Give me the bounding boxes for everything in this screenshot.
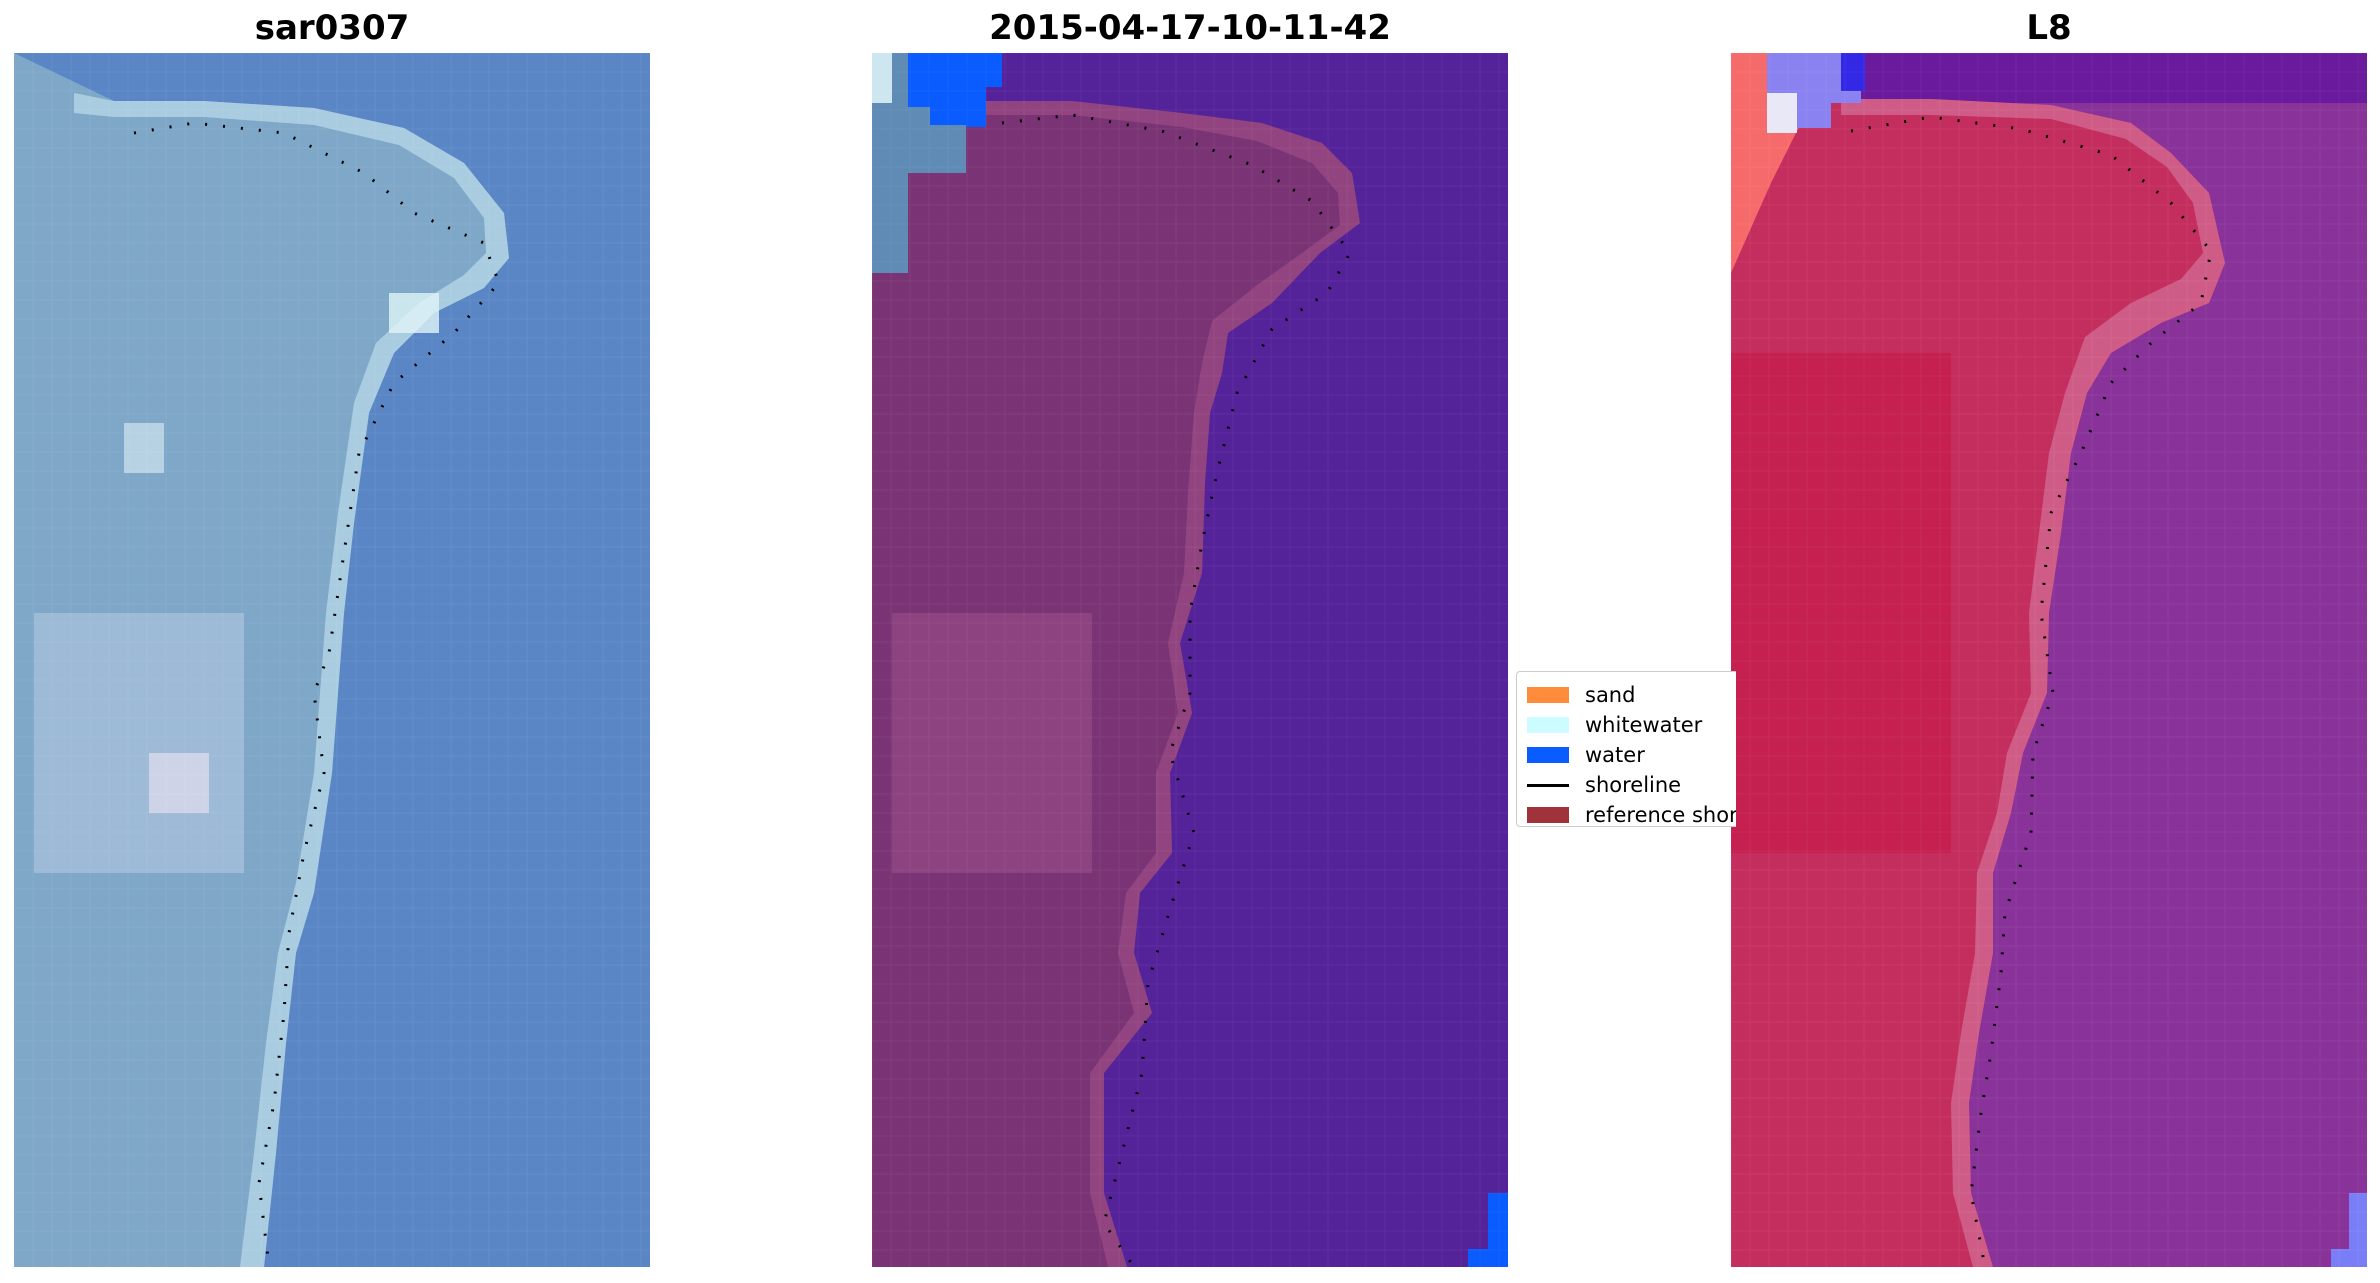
legend-label-sand: sand — [1585, 683, 1636, 707]
legend-label-water: water — [1585, 743, 1645, 767]
legend-item-water: water — [1517, 740, 1736, 770]
whitewater-swatch — [1527, 717, 1569, 733]
sand-swatch — [1527, 687, 1569, 703]
classified-image — [872, 53, 1508, 1267]
water-swatch — [1527, 747, 1569, 763]
rgb-image-panel — [14, 53, 650, 1267]
classified-image-panel — [872, 53, 1508, 1267]
falsecolor-image-panel — [1731, 53, 2367, 1267]
panel-title-falsecolor: L8 — [2026, 8, 2072, 48]
legend: sand whitewater water shoreline referenc… — [1516, 671, 1736, 827]
reference-shoreline-swatch — [1527, 807, 1569, 823]
panel-title-rgb: sar0307 — [254, 8, 410, 48]
legend-label-shoreline: shoreline — [1585, 773, 1682, 797]
legend-item-whitewater: whitewater — [1517, 710, 1736, 740]
shoreline-3 — [1850, 115, 2213, 1267]
legend-label-whitewater: whitewater — [1585, 713, 1703, 737]
legend-item-sand: sand — [1517, 680, 1736, 710]
legend-label-reference-shoreline: reference shoreline — [1585, 803, 1736, 827]
falsecolor-image — [1731, 53, 2367, 1267]
panel-title-classified: 2015-04-17-10-11-42 — [989, 8, 1391, 48]
line-icon — [1527, 783, 1569, 787]
rgb-image — [14, 53, 650, 1267]
legend-item-reference-shoreline: reference shoreline — [1517, 800, 1736, 827]
legend-item-shoreline: shoreline — [1517, 770, 1736, 800]
